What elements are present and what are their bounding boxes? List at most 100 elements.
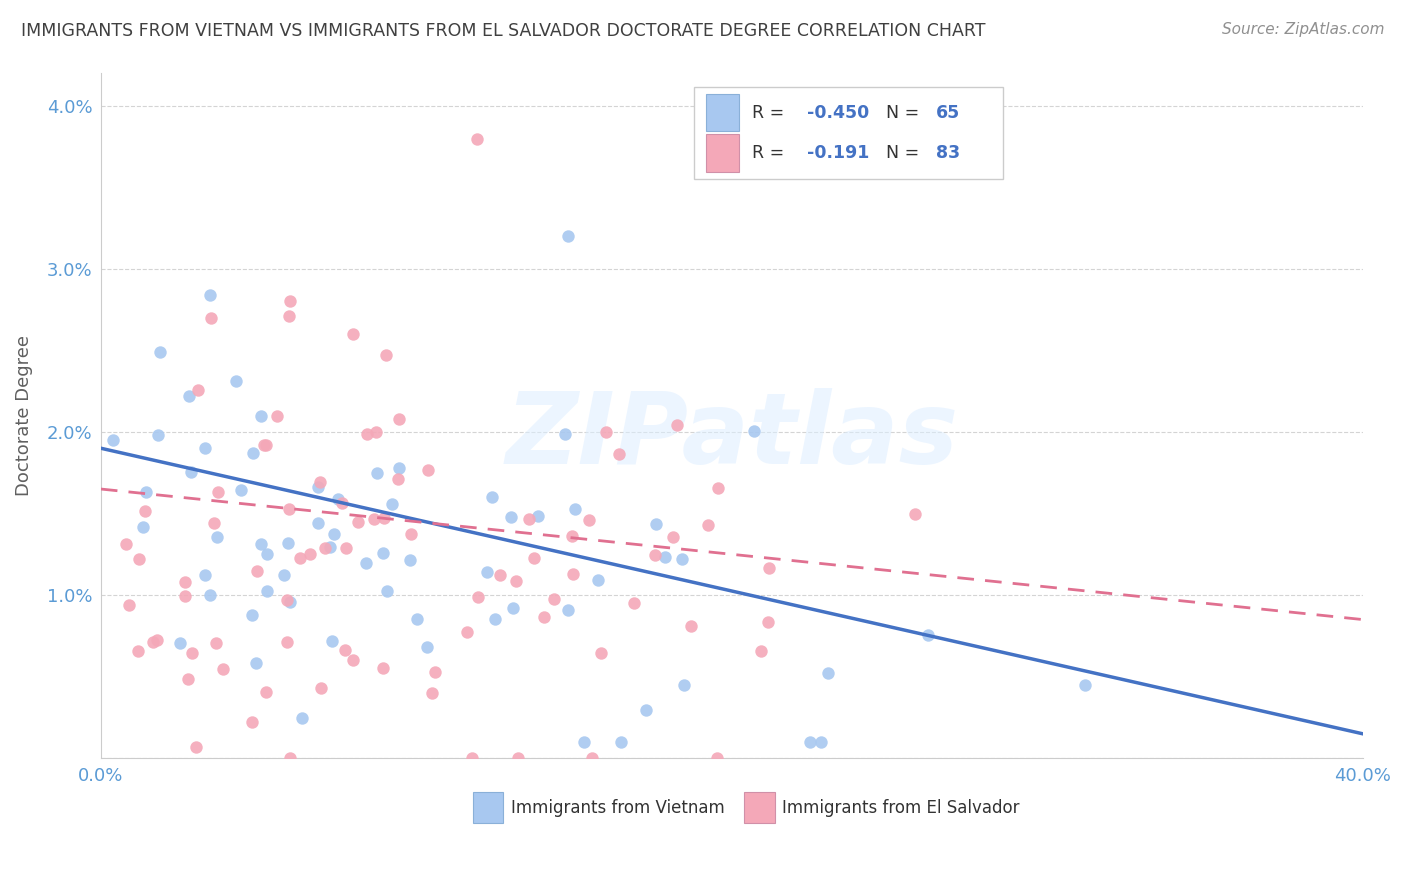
Point	[240, 608, 263, 623]
Point	[373, 660, 395, 674]
Point	[314, 541, 336, 555]
Point	[200, 588, 222, 602]
Point	[211, 662, 233, 676]
Point	[363, 512, 385, 526]
Point	[810, 735, 832, 749]
Text: Immigrants from Vietnam: Immigrants from Vietnam	[510, 799, 724, 817]
Point	[240, 714, 263, 729]
Point	[422, 686, 444, 700]
Point	[557, 603, 579, 617]
Text: -0.450: -0.450	[807, 103, 870, 121]
Point	[229, 483, 252, 497]
Point	[273, 568, 295, 582]
Point	[184, 739, 207, 754]
Point	[706, 481, 728, 495]
Point	[254, 438, 277, 452]
Point	[543, 591, 565, 606]
Point	[245, 657, 267, 671]
Point	[278, 310, 301, 324]
Point	[654, 549, 676, 564]
Point	[127, 643, 149, 657]
Point	[371, 546, 394, 560]
Point	[461, 751, 484, 765]
Point	[589, 646, 612, 660]
Point	[181, 646, 204, 660]
Point	[502, 601, 524, 615]
FancyBboxPatch shape	[706, 135, 740, 172]
Point	[706, 751, 728, 765]
Point	[817, 665, 839, 680]
Point	[572, 735, 595, 749]
Point	[758, 561, 780, 575]
Point	[634, 703, 657, 717]
Point	[399, 526, 422, 541]
Point	[277, 536, 299, 550]
Point	[416, 640, 439, 655]
Point	[581, 751, 603, 765]
Point	[917, 628, 939, 642]
Point	[423, 665, 446, 679]
Point	[665, 417, 688, 432]
Point	[380, 497, 402, 511]
Point	[475, 565, 498, 579]
Point	[527, 508, 550, 523]
Point	[291, 711, 314, 725]
FancyBboxPatch shape	[693, 87, 1002, 179]
Point	[187, 383, 209, 397]
Point	[256, 548, 278, 562]
Point	[506, 751, 529, 765]
Point	[610, 735, 633, 749]
Point	[533, 610, 555, 624]
Point	[246, 564, 269, 578]
Point	[225, 374, 247, 388]
Point	[307, 480, 329, 494]
Point	[146, 427, 169, 442]
Point	[561, 567, 583, 582]
Point	[307, 516, 329, 530]
Point	[406, 612, 429, 626]
Point	[280, 751, 302, 765]
Point	[142, 635, 165, 649]
Point	[342, 326, 364, 341]
Point	[645, 517, 668, 532]
Point	[146, 632, 169, 647]
Point	[661, 530, 683, 544]
Point	[373, 511, 395, 525]
Point	[169, 636, 191, 650]
FancyBboxPatch shape	[744, 792, 775, 823]
Point	[374, 349, 396, 363]
Point	[499, 509, 522, 524]
Point	[671, 552, 693, 566]
Point	[319, 540, 342, 554]
Point	[749, 644, 772, 658]
Point	[322, 527, 344, 541]
Point	[207, 530, 229, 544]
Point	[557, 229, 579, 244]
Point	[467, 591, 489, 605]
Point	[321, 634, 343, 648]
Point	[179, 389, 201, 403]
Point	[742, 425, 765, 439]
Point	[903, 507, 925, 521]
Point	[364, 425, 387, 440]
Point	[194, 441, 217, 455]
Text: IMMIGRANTS FROM VIETNAM VS IMMIGRANTS FROM EL SALVADOR DOCTORATE DEGREE CORRELAT: IMMIGRANTS FROM VIETNAM VS IMMIGRANTS FR…	[21, 22, 986, 40]
Point	[553, 426, 575, 441]
Point	[333, 643, 356, 657]
Point	[679, 619, 702, 633]
Point	[299, 547, 322, 561]
Point	[290, 551, 312, 566]
Point	[672, 678, 695, 692]
Point	[200, 310, 222, 325]
Y-axis label: Doctorate Degree: Doctorate Degree	[15, 335, 32, 496]
Text: Source: ZipAtlas.com: Source: ZipAtlas.com	[1222, 22, 1385, 37]
Point	[330, 495, 353, 509]
Point	[204, 636, 226, 650]
Text: ZIPatlas: ZIPatlas	[505, 388, 959, 484]
Text: N =: N =	[886, 103, 924, 121]
Point	[354, 556, 377, 570]
Point	[517, 512, 540, 526]
Point	[266, 409, 288, 423]
Point	[149, 345, 172, 359]
Point	[200, 288, 222, 302]
